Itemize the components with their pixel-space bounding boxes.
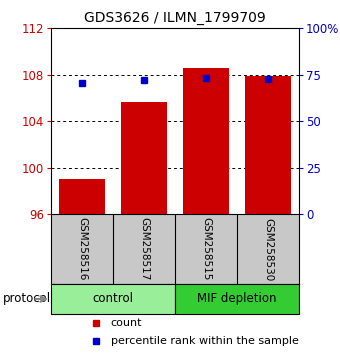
Text: control: control — [92, 292, 134, 306]
Bar — [59, 179, 105, 214]
Text: GSM258530: GSM258530 — [263, 218, 273, 281]
Text: MIF depletion: MIF depletion — [198, 292, 277, 306]
Bar — [183, 68, 230, 214]
Text: GSM258516: GSM258516 — [77, 217, 87, 281]
Bar — [245, 76, 291, 214]
Text: GSM258517: GSM258517 — [139, 217, 149, 281]
Text: percentile rank within the sample: percentile rank within the sample — [110, 336, 299, 346]
Bar — [121, 102, 167, 214]
Text: protocol: protocol — [3, 292, 51, 306]
Bar — [51, 284, 175, 314]
Bar — [175, 284, 299, 314]
Text: GSM258515: GSM258515 — [201, 217, 211, 281]
Text: count: count — [110, 318, 142, 328]
Title: GDS3626 / ILMN_1799709: GDS3626 / ILMN_1799709 — [84, 11, 266, 24]
